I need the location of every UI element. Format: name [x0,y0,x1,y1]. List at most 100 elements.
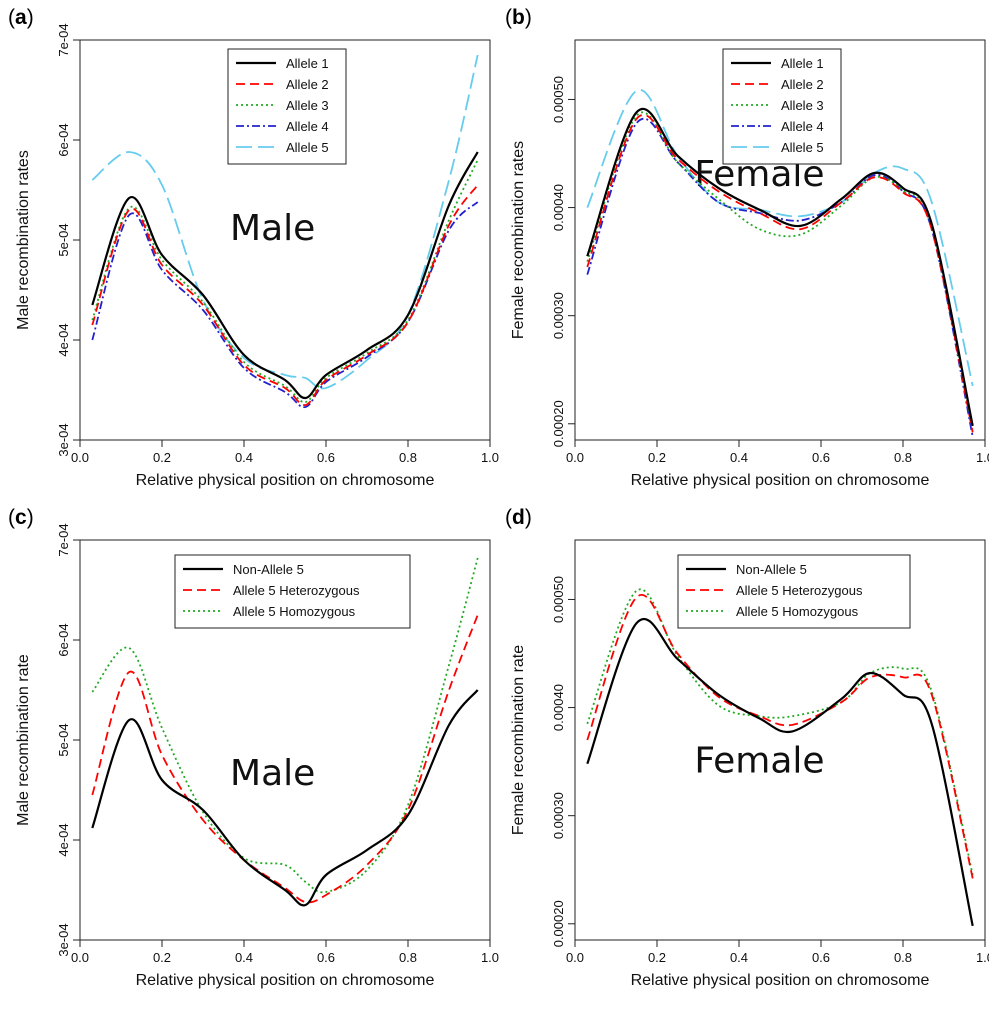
panel-label: (c) [8,506,34,529]
legend-label: Allele 5 Heterozygous [736,583,863,598]
x-tick-label: 0.4 [730,450,748,465]
x-tick-label: 0.8 [399,450,417,465]
x-tick-label: 0.2 [153,450,171,465]
series-line-allele-5-heterozygous [586,594,974,879]
panel-label: (a) [8,6,34,29]
x-tick-label: 0.2 [648,950,666,965]
x-tick-label: 0.0 [566,450,584,465]
annotation: Female [694,740,824,781]
legend-box [174,554,411,629]
series-line-allele-3 [586,111,974,430]
plot-frame [574,39,986,441]
legend: Non-Allele 5 Allele 5 Heterozygous Allele … [677,554,911,629]
series-line-allele-2 [586,114,974,433]
x-tick-label: 0.4 [235,450,253,465]
x-tick-label: 1.0 [976,450,989,465]
x-axis-title: Relative physical position on chromosome [631,472,930,489]
series-line-allele-5 [91,54,479,390]
y-tick-label: 7e-04 [56,523,71,556]
y-tick-label: 5e-04 [56,723,71,756]
x-tick-label: 1.0 [976,950,989,965]
series-line-allele-1 [91,151,479,400]
y-tick-label: 5e-04 [56,223,71,256]
legend-label: Allele 5 Homozygous [736,604,859,619]
panel-a: (a) 0.0 0.2 0.4 0.6 0.8 1.0 3e-04 4e-04 5e-04 6e-0… [8,6,499,489]
legend-label: Allele 5 Homozygous [233,604,356,619]
x-tick-label: 0.0 [71,450,89,465]
y-tick-label: 3e-04 [56,423,71,456]
legend-label: Allele 3 [286,98,329,113]
y-tick-label: 0.00030 [551,292,566,339]
legend-box [677,554,911,629]
legend-label: Allele 4 [286,119,329,134]
series-line-allele-3 [91,159,479,403]
x-tick-label: 0.6 [317,450,335,465]
series-line-non-allele-5 [586,617,974,927]
y-axis-title: Female recombination rates [510,141,527,339]
x-tick-label: 0.2 [648,450,666,465]
legend: Allele 1 Allele 2 Allele 3 Allele 4 Allele 5 [227,48,347,165]
y-tick-label: 0.00030 [551,792,566,839]
annotation: Male [230,208,315,249]
y-tick-label: 3e-04 [56,923,71,956]
x-tick-label: 0.6 [812,450,830,465]
x-tick-label: 0.8 [894,450,912,465]
series-line-allele-5-homozygous [586,588,974,876]
panel-b: (b) 0.0 0.2 0.4 0.6 0.8 1.0 0.00020 0.00030 0.000… [505,6,989,489]
x-axis-title: Relative physical position on chromosome [136,472,435,489]
panel-label: (d) [505,506,532,529]
x-tick-label: 0.8 [894,950,912,965]
legend-label: Allele 4 [781,119,824,134]
y-tick-label: 0.00020 [551,400,566,447]
legend-label: Non-Allele 5 [736,562,807,577]
legend: Non-Allele 5 Allele 5 Heterozygous Allele … [174,554,411,629]
plot-frame [574,539,986,941]
series-line-allele-1 [586,108,974,427]
panel-d: (d) 0.0 0.2 0.4 0.6 0.8 1.0 0.00020 0.00030 0.000… [505,506,989,989]
y-tick-label: 0.00020 [551,900,566,947]
x-axis-title: Relative physical position on chromosome [136,972,435,989]
y-tick-label: 6e-04 [56,123,71,156]
y-tick-label: 0.00040 [551,684,566,731]
series-line-allele-2 [91,184,479,406]
legend-label: Allele 1 [781,56,824,71]
series-line-allele-4 [91,201,479,409]
y-tick-label: 0.00050 [551,576,566,623]
x-tick-label: 0.4 [235,950,253,965]
legend-label: Allele 1 [286,56,329,71]
y-tick-label: 0.00050 [551,76,566,123]
y-axis-title: Male recombination rate [15,654,32,826]
legend-box [722,48,842,165]
x-tick-label: 0.6 [812,950,830,965]
y-axis-title: Male recombination rates [15,150,32,330]
series-line-allele-5 [586,89,974,387]
legend-label: Allele 2 [286,77,329,92]
y-tick-label: 4e-04 [56,323,71,356]
panel-label: (b) [505,6,532,29]
x-tick-label: 0.6 [317,950,335,965]
panel-c: (c) 0.0 0.2 0.4 0.6 0.8 1.0 3e-04 4e-04 5e-04 6e-0… [8,506,499,989]
y-axis-title: Female recombination rate [510,645,527,835]
x-axis-title: Relative physical position on chromosome [631,972,930,989]
x-tick-label: 0.2 [153,950,171,965]
legend: Allele 1 Allele 2 Allele 3 Allele 4 Allele 5 [722,48,842,165]
legend-label: Non-Allele 5 [233,562,304,577]
x-tick-label: 0.4 [730,950,748,965]
y-tick-label: 6e-04 [56,623,71,656]
legend-label: Allele 5 [781,140,824,155]
legend-box [227,48,347,165]
x-tick-label: 0.0 [566,950,584,965]
series-line-non-allele-5 [91,689,479,907]
series-line-allele-5-homozygous [91,557,479,894]
y-tick-label: 7e-04 [56,23,71,56]
series-line-allele-5-heterozygous [91,614,479,904]
legend-label: Allele 3 [781,98,824,113]
y-tick-label: 4e-04 [56,823,71,856]
legend-label: Allele 5 Heterozygous [233,583,360,598]
x-tick-label: 1.0 [481,950,499,965]
y-tick-label: 0.00040 [551,184,566,231]
legend-label: Allele 2 [781,77,824,92]
x-tick-label: 1.0 [481,450,499,465]
